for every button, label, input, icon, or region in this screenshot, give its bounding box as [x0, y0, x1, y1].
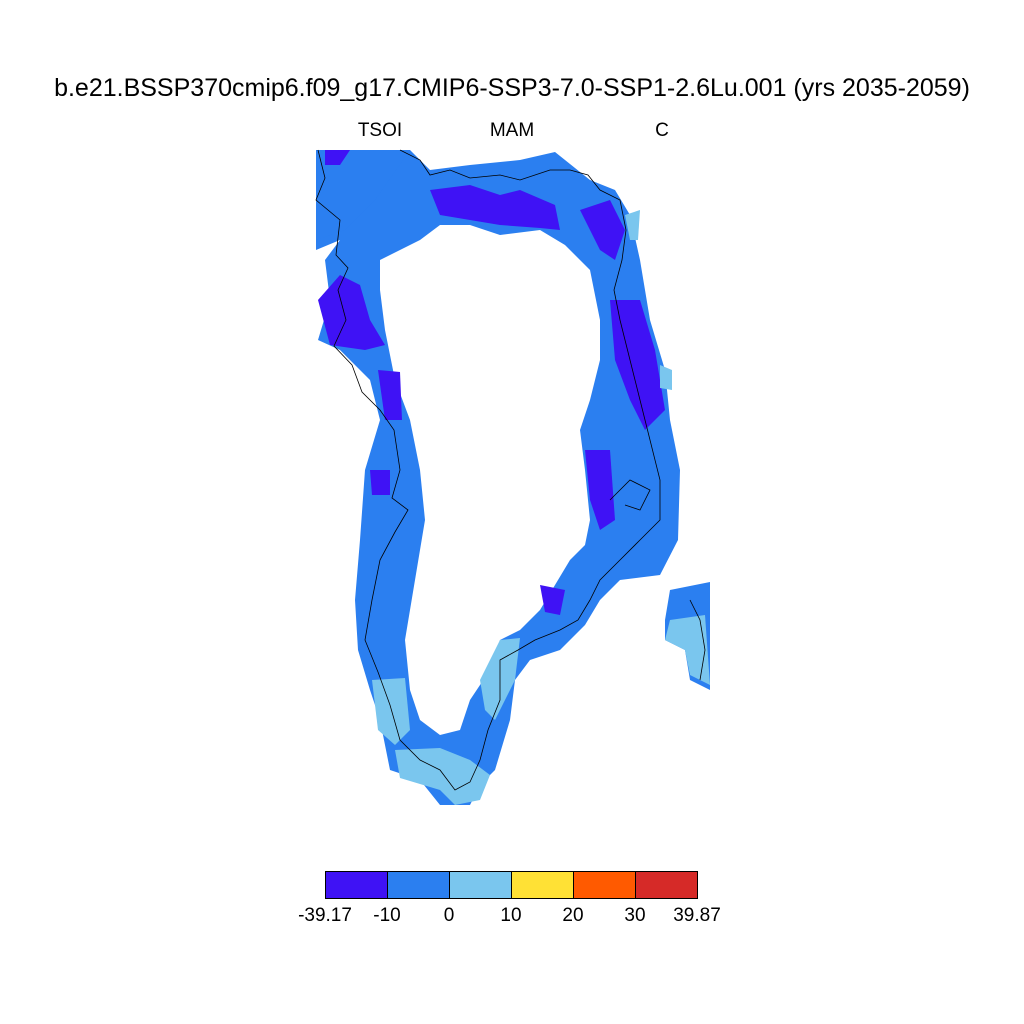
colorbar-tick-label: 0: [443, 905, 455, 926]
colorbar-tick-label: 30: [624, 905, 646, 926]
colorbar-swatch: [573, 871, 636, 899]
colorbar-swatch: [449, 871, 512, 899]
map-region-dark: [370, 470, 390, 495]
colorbar-swatch: [635, 871, 698, 899]
coastline: [315, 149, 706, 791]
colorbar-tick-label: 20: [562, 905, 584, 926]
map-region-dark: [378, 370, 402, 420]
colorbar-tick-label: -39.17: [298, 905, 352, 926]
map-region-light: [372, 678, 410, 745]
map-region-dark: [540, 585, 565, 615]
colorbar-swatch: [325, 871, 388, 899]
colorbar-tick-label: 39.87: [673, 905, 721, 926]
map-region-dark: [325, 150, 350, 165]
map-island-light: [665, 615, 710, 685]
colorbar-tick-label: -10: [373, 905, 401, 926]
coastline-west: [315, 149, 661, 791]
colorbar-tick-label: 10: [500, 905, 522, 926]
plot-title: b.e21.BSSP370cmip6.f09_g17.CMIP6-SSP3-7.…: [54, 74, 970, 102]
map-region-dark: [318, 275, 385, 350]
map-region-dark: [585, 450, 615, 530]
variable-label: TSOI: [357, 120, 403, 141]
map-cells: [316, 150, 710, 805]
map-region-light: [395, 748, 490, 805]
map-ice-sheet: [380, 225, 600, 735]
map-region-light: [660, 365, 672, 390]
coastline-east-island: [689, 599, 706, 681]
map-region-dark: [580, 200, 625, 260]
map-region-mid: [316, 150, 410, 240]
season-label: MAM: [489, 120, 535, 141]
units-label: C: [655, 120, 669, 141]
colorbar-swatch: [387, 871, 450, 899]
colorbar-swatch: [511, 871, 574, 899]
map-region-light: [625, 210, 640, 240]
map-region-dark: [430, 185, 560, 230]
map-region-dark: [610, 300, 665, 430]
coastline-inlet: [609, 479, 651, 511]
